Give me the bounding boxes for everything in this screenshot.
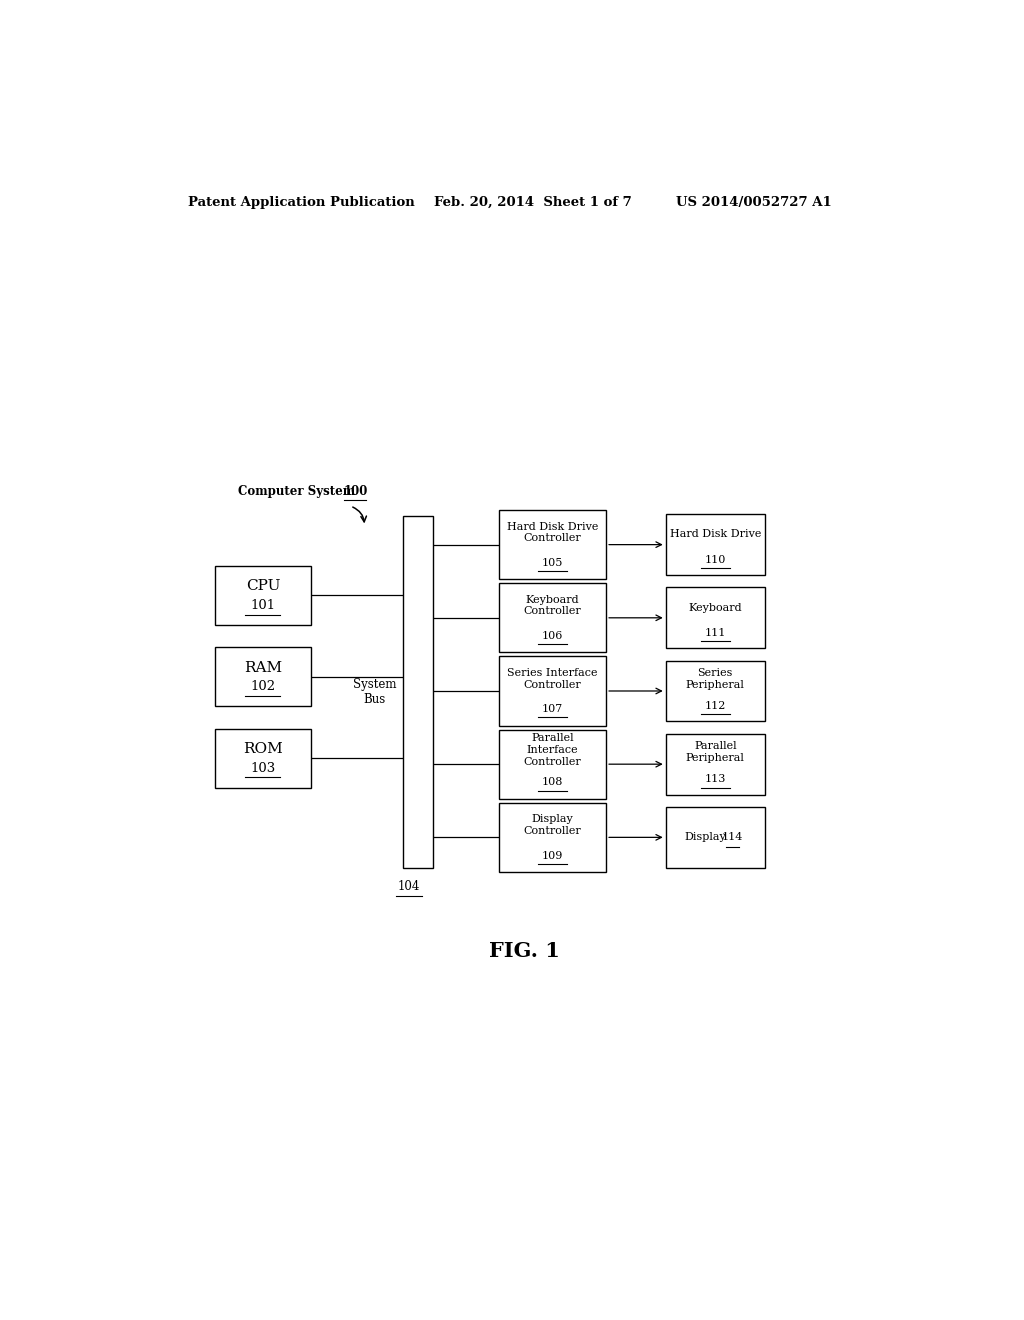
Text: 106: 106 xyxy=(542,631,563,642)
Text: 108: 108 xyxy=(542,777,563,788)
FancyBboxPatch shape xyxy=(215,566,310,624)
Text: 110: 110 xyxy=(705,554,726,565)
Text: RAM: RAM xyxy=(244,660,282,675)
Text: Keyboard: Keyboard xyxy=(688,603,742,612)
Text: Hard Disk Drive
Controller: Hard Disk Drive Controller xyxy=(507,521,598,544)
FancyBboxPatch shape xyxy=(666,515,765,576)
Text: 102: 102 xyxy=(250,680,275,693)
Text: FIG. 1: FIG. 1 xyxy=(489,941,560,961)
Text: Display: Display xyxy=(685,833,727,842)
Text: Computer System: Computer System xyxy=(238,484,354,498)
FancyBboxPatch shape xyxy=(499,583,606,652)
Text: Series Interface
Controller: Series Interface Controller xyxy=(507,668,598,689)
FancyBboxPatch shape xyxy=(666,587,765,648)
FancyBboxPatch shape xyxy=(215,729,310,788)
Text: Series
Peripheral: Series Peripheral xyxy=(686,668,744,689)
Text: 104: 104 xyxy=(397,880,420,894)
Text: ROM: ROM xyxy=(243,742,283,756)
Text: 101: 101 xyxy=(250,599,275,612)
FancyBboxPatch shape xyxy=(402,516,433,867)
Text: 111: 111 xyxy=(705,628,726,638)
Text: 100: 100 xyxy=(344,484,369,498)
Text: 103: 103 xyxy=(250,762,275,775)
Text: Feb. 20, 2014  Sheet 1 of 7: Feb. 20, 2014 Sheet 1 of 7 xyxy=(433,195,631,209)
Text: 114: 114 xyxy=(722,833,743,842)
Text: 109: 109 xyxy=(542,850,563,861)
FancyBboxPatch shape xyxy=(499,730,606,799)
FancyBboxPatch shape xyxy=(499,656,606,726)
Text: CPU: CPU xyxy=(246,579,281,593)
Text: 105: 105 xyxy=(542,558,563,568)
Text: Patent Application Publication: Patent Application Publication xyxy=(187,195,415,209)
FancyBboxPatch shape xyxy=(666,660,765,722)
Text: Parallel
Peripheral: Parallel Peripheral xyxy=(686,741,744,763)
Text: 112: 112 xyxy=(705,701,726,711)
Text: System
Bus: System Bus xyxy=(352,678,396,706)
Text: US 2014/0052727 A1: US 2014/0052727 A1 xyxy=(676,195,831,209)
FancyBboxPatch shape xyxy=(499,803,606,873)
Text: Hard Disk Drive: Hard Disk Drive xyxy=(670,529,761,540)
Text: Keyboard
Controller: Keyboard Controller xyxy=(523,595,582,616)
Text: Parallel
Interface
Controller: Parallel Interface Controller xyxy=(523,734,582,767)
FancyBboxPatch shape xyxy=(666,734,765,795)
FancyBboxPatch shape xyxy=(666,807,765,867)
Text: 107: 107 xyxy=(542,705,563,714)
Text: Display
Controller: Display Controller xyxy=(523,814,582,836)
FancyBboxPatch shape xyxy=(499,510,606,579)
FancyBboxPatch shape xyxy=(215,647,310,706)
Text: 113: 113 xyxy=(705,775,726,784)
